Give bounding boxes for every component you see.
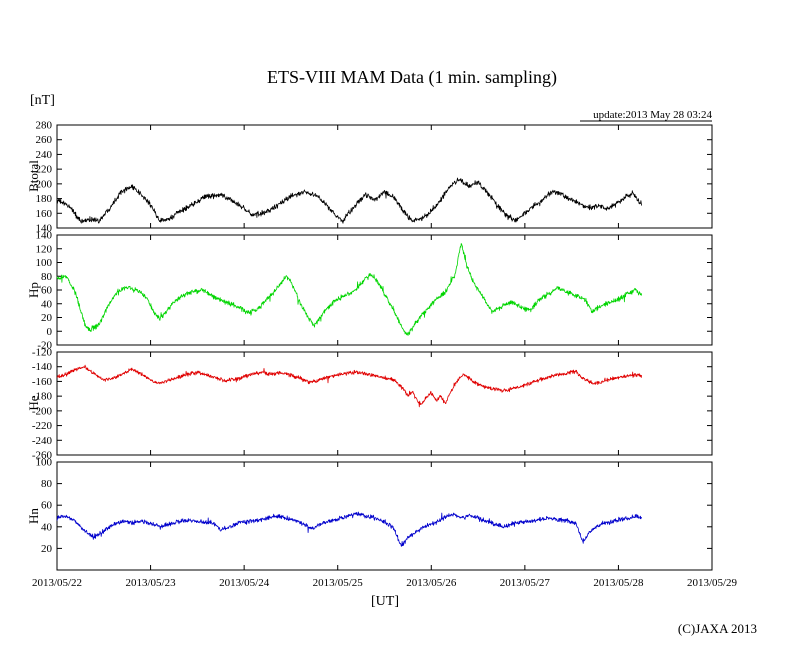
x-tick-label: 2013/05/26 bbox=[406, 577, 457, 589]
panel-btotal: 140 160 180 200 220 240 260 280 bbox=[36, 120, 713, 235]
panel-label-hn: Hn bbox=[26, 508, 41, 524]
y-tick-label: 20 bbox=[41, 543, 53, 555]
y-tick-label: 200 bbox=[36, 178, 53, 190]
y-tick-label: 60 bbox=[41, 285, 53, 297]
copyright-label: (C)JAXA 2013 bbox=[678, 621, 757, 636]
series-btotal bbox=[56, 177, 642, 224]
y-tick-label: 180 bbox=[36, 193, 53, 205]
y-tick-label: -160 bbox=[32, 376, 53, 388]
y-tick-label: 140 bbox=[36, 223, 53, 235]
y-tick-label: 80 bbox=[41, 478, 53, 490]
panel-he: -260 -240 -220 -200 -180 -160 -140 -120 bbox=[32, 347, 713, 462]
x-tick-label: 2013/05/28 bbox=[593, 577, 644, 589]
y-tick-label: 60 bbox=[41, 500, 53, 512]
series-hp bbox=[56, 243, 642, 336]
y-tick-label: 80 bbox=[41, 271, 53, 283]
x-tick-label: 2013/05/22 bbox=[32, 577, 82, 589]
y-tick-label: 0 bbox=[47, 326, 53, 338]
series-he bbox=[56, 364, 642, 408]
y-tick-label: 100 bbox=[36, 457, 53, 469]
y-tick-label: 160 bbox=[36, 208, 53, 220]
panel-frame bbox=[56, 351, 713, 456]
y-tick-label: -260 bbox=[32, 450, 53, 462]
plot-panels: 140160180200220240260280-200204060801001… bbox=[32, 120, 713, 571]
y-tick-label: 120 bbox=[36, 243, 53, 255]
x-axis-tick-labels: 2013/05/22 2013/05/23 2013/05/24 2013/05/25… bbox=[32, 577, 738, 589]
panel-label-hp: Hp bbox=[26, 282, 41, 298]
series-hn bbox=[56, 511, 642, 547]
y-tick-label: 140 bbox=[36, 230, 53, 242]
y-tick-label: 40 bbox=[41, 521, 53, 533]
y-tick-label: 100 bbox=[36, 257, 53, 269]
y-tick-label: -20 bbox=[37, 340, 52, 352]
y-tick-label: 280 bbox=[36, 120, 53, 132]
panel-frame bbox=[56, 234, 713, 346]
y-tick-label: -140 bbox=[32, 361, 53, 373]
panel-hn: 20 40 60 80 100 bbox=[36, 457, 713, 571]
y-tick-label: 240 bbox=[36, 149, 53, 161]
update-label: update:2013 May 28 03:24 bbox=[593, 109, 712, 121]
x-tick-label: 2013/05/23 bbox=[126, 577, 177, 589]
x-tick-label: 2013/05/29 bbox=[687, 577, 738, 589]
y-tick-label: -240 bbox=[32, 435, 53, 447]
chart-title: ETS-VIII MAM Data (1 min. sampling) bbox=[267, 67, 557, 88]
x-tick-label: 2013/05/24 bbox=[219, 577, 270, 589]
y-tick-label: 220 bbox=[36, 164, 53, 176]
panel-frame bbox=[56, 124, 713, 229]
y-tick-label: -220 bbox=[32, 420, 53, 432]
y-tick-label: -200 bbox=[32, 405, 53, 417]
y-tick-label: 260 bbox=[36, 134, 53, 146]
y-tick-label: -120 bbox=[32, 347, 53, 359]
y-tick-label: -180 bbox=[32, 391, 53, 403]
panel-label-he: He bbox=[26, 395, 41, 410]
unit-label: [nT] bbox=[30, 93, 55, 108]
panel-label-btotal: Btotal bbox=[26, 160, 41, 192]
x-tick-label: 2013/05/27 bbox=[500, 577, 551, 589]
y-tick-label: 40 bbox=[41, 298, 53, 310]
x-tick-label: 2013/05/25 bbox=[313, 577, 364, 589]
y-tick-label: 20 bbox=[41, 312, 53, 324]
panel-frame bbox=[56, 461, 713, 571]
x-axis-label: [UT] bbox=[371, 594, 399, 609]
